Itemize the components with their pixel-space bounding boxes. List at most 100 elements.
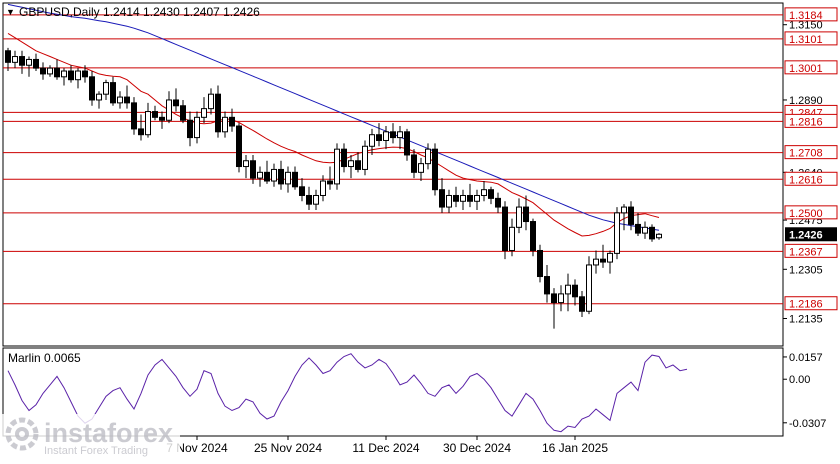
candle bbox=[502, 201, 508, 260]
candle bbox=[250, 154, 256, 184]
candle bbox=[404, 128, 410, 161]
candle-body-bearish bbox=[68, 70, 74, 81]
candle-body-bullish bbox=[96, 93, 102, 101]
candle bbox=[124, 85, 130, 109]
level-label: 1.2367 bbox=[789, 246, 823, 258]
candle-body-bullish bbox=[558, 293, 564, 304]
candle bbox=[222, 111, 228, 138]
candlesticks bbox=[5, 47, 662, 329]
candle bbox=[208, 88, 214, 115]
candle-body-bearish bbox=[299, 186, 305, 196]
symbol-info: GBPUSD,Daily 1.2414 1.2430 1.2407 1.2426 bbox=[19, 5, 260, 19]
candle-body-bearish bbox=[236, 125, 242, 168]
candle-body-bullish bbox=[348, 160, 354, 168]
candle bbox=[145, 102, 151, 138]
candle-body-bullish bbox=[369, 134, 375, 147]
candle-body-bearish bbox=[495, 197, 501, 208]
candle-body-bullish bbox=[26, 58, 32, 66]
candle bbox=[229, 108, 235, 132]
candle bbox=[516, 198, 522, 234]
candle-body-bullish bbox=[586, 264, 592, 312]
candle-body-bearish bbox=[411, 154, 417, 173]
candle-body-bearish bbox=[376, 134, 382, 141]
candle-body-bearish bbox=[215, 93, 221, 133]
candle bbox=[397, 126, 403, 150]
candle bbox=[173, 88, 179, 112]
candle bbox=[390, 123, 396, 144]
candle bbox=[467, 183, 473, 208]
candle bbox=[320, 175, 326, 202]
candle-body-bullish bbox=[460, 194, 466, 202]
candle bbox=[271, 163, 277, 187]
candle-body-bearish bbox=[341, 148, 347, 168]
level-label: 1.3001 bbox=[789, 63, 823, 75]
candle bbox=[509, 218, 515, 257]
level-label: 1.2708 bbox=[789, 148, 823, 160]
candle-body-bearish bbox=[33, 58, 39, 69]
candle-body-bearish bbox=[292, 171, 298, 188]
candle bbox=[425, 143, 431, 170]
candle-body-bearish bbox=[89, 76, 95, 101]
fast-moving-average-line bbox=[7, 32, 660, 237]
candle bbox=[551, 288, 557, 329]
candle bbox=[96, 91, 102, 109]
y-tick-label: 1.2890 bbox=[789, 95, 823, 107]
candle bbox=[572, 279, 578, 306]
level-label-box bbox=[784, 7, 838, 22]
candle-body-bullish bbox=[565, 284, 571, 295]
candle bbox=[579, 291, 585, 318]
candle bbox=[453, 186, 459, 208]
candle-body-bullish bbox=[257, 171, 263, 179]
x-tick-label: 11 Dec 2024 bbox=[352, 441, 419, 455]
candle-body-bearish bbox=[523, 206, 529, 223]
candle bbox=[243, 154, 249, 179]
candle-body-bullish bbox=[320, 180, 326, 196]
current-price-label: 1.2426 bbox=[789, 229, 823, 241]
candle-body-bearish bbox=[551, 293, 557, 304]
candle bbox=[621, 204, 627, 231]
level-label-box bbox=[784, 113, 838, 128]
candle bbox=[75, 68, 81, 89]
candle-body-bullish bbox=[194, 116, 200, 139]
candle-body-bearish bbox=[229, 116, 235, 127]
candle-body-bullish bbox=[509, 226, 515, 251]
candle bbox=[33, 53, 39, 72]
indicator-tick-label: -0.0307 bbox=[789, 418, 826, 430]
candle-body-bullish bbox=[397, 131, 403, 139]
candle bbox=[327, 166, 333, 190]
level-label-box bbox=[784, 171, 838, 186]
candle-body-bearish bbox=[530, 221, 536, 251]
candle-body-bearish bbox=[152, 111, 158, 118]
level-label: 1.3184 bbox=[789, 10, 823, 22]
candle bbox=[68, 65, 74, 83]
candle bbox=[439, 178, 445, 213]
candle bbox=[446, 189, 452, 213]
candle bbox=[481, 181, 487, 202]
candle-body-bearish bbox=[180, 105, 186, 121]
candle-body-bullish bbox=[425, 148, 431, 165]
candle-body-bullish bbox=[516, 206, 522, 228]
candle-body-bearish bbox=[187, 119, 193, 139]
candle bbox=[5, 47, 11, 72]
watermark-tagline: Instant Forex Trading bbox=[44, 445, 148, 457]
candle bbox=[54, 59, 60, 80]
candle bbox=[341, 143, 347, 173]
candle-body-bullish bbox=[607, 252, 613, 263]
candle-body-bearish bbox=[390, 131, 396, 139]
candle bbox=[565, 273, 571, 312]
price-axis: 1.31501.28901.26401.24751.23051.21351.31… bbox=[783, 7, 838, 326]
candle bbox=[103, 79, 109, 100]
candle bbox=[600, 244, 606, 268]
candle bbox=[180, 99, 186, 124]
candle-body-bearish bbox=[110, 82, 116, 104]
candle bbox=[278, 160, 284, 190]
candle-body-bullish bbox=[418, 163, 424, 173]
menu-triangle-icon[interactable]: ▼ bbox=[6, 7, 15, 17]
candle-body-bullish bbox=[614, 212, 620, 254]
candle-body-bearish bbox=[600, 258, 606, 263]
candle bbox=[348, 154, 354, 179]
candle-body-bearish bbox=[572, 284, 578, 298]
